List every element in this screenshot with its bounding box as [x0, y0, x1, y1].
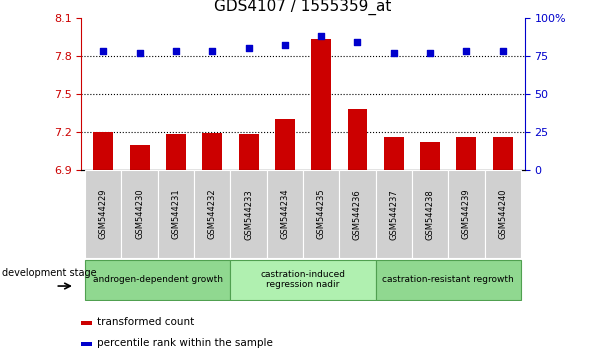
Bar	[420, 142, 440, 170]
Bar	[376, 260, 521, 299]
Text: transformed count: transformed count	[97, 316, 194, 327]
Bar	[412, 170, 448, 258]
Text: GSM544229: GSM544229	[99, 189, 108, 239]
Point	[425, 50, 435, 56]
Text: GSM544240: GSM544240	[498, 189, 507, 239]
Point	[317, 33, 326, 39]
Text: development stage: development stage	[2, 268, 96, 278]
Text: castration-induced
regression nadir: castration-induced regression nadir	[260, 270, 346, 289]
Point	[207, 48, 217, 54]
Bar	[85, 260, 230, 299]
Bar	[347, 109, 367, 170]
Bar	[230, 260, 376, 299]
Point	[462, 48, 472, 54]
Text: GSM544237: GSM544237	[390, 189, 399, 240]
Point	[280, 42, 289, 48]
Bar	[448, 170, 485, 258]
Text: GSM544235: GSM544235	[317, 189, 326, 240]
Bar	[202, 133, 222, 170]
Bar	[493, 137, 513, 170]
Bar	[230, 170, 267, 258]
Bar	[339, 170, 376, 258]
Bar	[81, 321, 92, 325]
Bar	[121, 170, 158, 258]
Point	[171, 48, 181, 54]
Point	[98, 48, 108, 54]
Text: percentile rank within the sample: percentile rank within the sample	[97, 338, 273, 348]
Point	[244, 45, 253, 51]
Bar	[93, 132, 113, 170]
Bar	[158, 170, 194, 258]
Text: GSM544236: GSM544236	[353, 189, 362, 240]
Title: GDS4107 / 1555359_at: GDS4107 / 1555359_at	[214, 0, 392, 15]
Text: GSM544239: GSM544239	[462, 189, 471, 240]
Bar	[239, 135, 259, 170]
Point	[353, 39, 362, 45]
Bar	[194, 170, 230, 258]
Text: GSM544234: GSM544234	[280, 189, 289, 240]
Text: androgen-dependent growth: androgen-dependent growth	[93, 275, 223, 284]
Bar	[456, 137, 476, 170]
Text: GSM544230: GSM544230	[135, 189, 144, 240]
Bar	[81, 342, 92, 346]
Bar	[275, 119, 295, 170]
Point	[498, 48, 508, 54]
Bar	[130, 144, 150, 170]
Bar	[267, 170, 303, 258]
Text: GSM544231: GSM544231	[171, 189, 180, 240]
Text: castration-resistant regrowth: castration-resistant regrowth	[382, 275, 514, 284]
Text: GSM544238: GSM544238	[426, 189, 435, 240]
Bar	[311, 39, 331, 170]
Bar	[303, 170, 339, 258]
Bar	[485, 170, 521, 258]
Bar	[384, 137, 404, 170]
Bar	[166, 135, 186, 170]
Bar	[376, 170, 412, 258]
Point	[389, 50, 399, 56]
Text: GSM544233: GSM544233	[244, 189, 253, 240]
Text: GSM544232: GSM544232	[207, 189, 216, 240]
Bar	[85, 170, 121, 258]
Point	[134, 50, 144, 56]
